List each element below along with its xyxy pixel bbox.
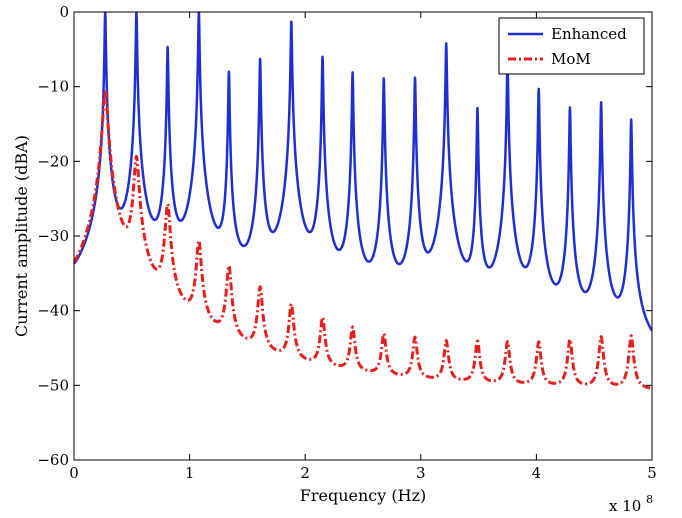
- legend-label-enhanced: Enhanced: [551, 25, 627, 43]
- y-tick-label: −40: [37, 302, 69, 320]
- x-tick-label: 4: [532, 464, 542, 482]
- ticks-layer: 0 1 2 3 4 5 0 −10 −20 −30 −40 −50 −60: [37, 3, 656, 482]
- y-tick-label: −10: [37, 78, 69, 96]
- x-multiplier-label: x 10 8: [609, 493, 653, 515]
- y-tick-label: −60: [37, 451, 69, 469]
- x-tick-label: 1: [185, 464, 195, 482]
- series-layer: [74, 12, 652, 390]
- legend-label-mom: MoM: [551, 50, 591, 68]
- y-tick-label: −30: [37, 227, 69, 245]
- y-axis-title: Current amplitude (dBA): [12, 135, 31, 337]
- x-tick-label: 2: [300, 464, 310, 482]
- x-tick-label: 0: [69, 464, 79, 482]
- legend-box: [498, 17, 645, 75]
- x-tick-label: 3: [416, 464, 426, 482]
- series-line-mom: [74, 88, 652, 390]
- x-axis-title: Frequency (Hz): [300, 486, 427, 505]
- series-line-enhanced: [74, 12, 652, 332]
- legend: Enhanced MoM: [498, 17, 645, 75]
- y-tick-label: −20: [37, 152, 69, 170]
- y-tick-label: 0: [59, 3, 69, 21]
- x-multiplier-exponent: 8: [646, 493, 653, 506]
- x-multiplier-base: x 10: [609, 497, 641, 515]
- x-tick-label: 5: [647, 464, 657, 482]
- y-tick-label: −50: [37, 376, 69, 394]
